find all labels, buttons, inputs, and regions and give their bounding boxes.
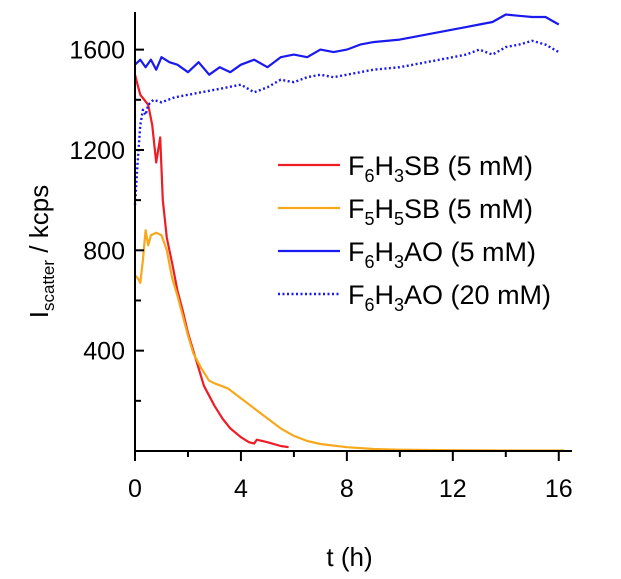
y-tick-label: 1600 (69, 37, 125, 65)
legend-label-ao20: F6H3AO (20 mM) (348, 280, 551, 315)
y-ticks: 400 800 1200 1600 (69, 37, 144, 402)
legend: F6H3SB (5 mM) F5H5SB (5 mM) F6H3AO (5 mM) F… (278, 151, 551, 315)
legend-label-sb5: F5H5SB (5 mM) (348, 194, 533, 229)
x-axis-title: t (h) (326, 542, 372, 572)
axes (134, 12, 572, 452)
legend-label-ao5: F6H3AO (5 mM) (348, 237, 536, 272)
legend-label-sb6: F6H3SB (5 mM) (348, 151, 533, 186)
x-tick-label: 4 (234, 475, 248, 503)
y-tick-label: 1200 (69, 137, 125, 165)
y-axis-title: Iscatter / kcps (24, 185, 58, 318)
x-tick-label: 12 (439, 475, 467, 503)
y-tick-label: 800 (83, 237, 125, 265)
series-line-ao5 (134, 13, 560, 76)
series-line-sb5 (134, 229, 565, 452)
x-tick-label: 16 (545, 475, 573, 503)
y-axis-title-subscript: scatter (39, 260, 58, 311)
x-ticks: 0 4 8 12 16 (128, 451, 573, 503)
x-tick-label: 0 (128, 475, 142, 503)
y-tick-label: 400 (83, 338, 125, 366)
y-axis-title-rest: / kcps (24, 185, 54, 260)
plot-series (133, 13, 565, 452)
y-axis-title-main: I (24, 311, 54, 318)
series-line-sb6 (133, 74, 289, 449)
x-tick-label: 8 (340, 475, 354, 503)
